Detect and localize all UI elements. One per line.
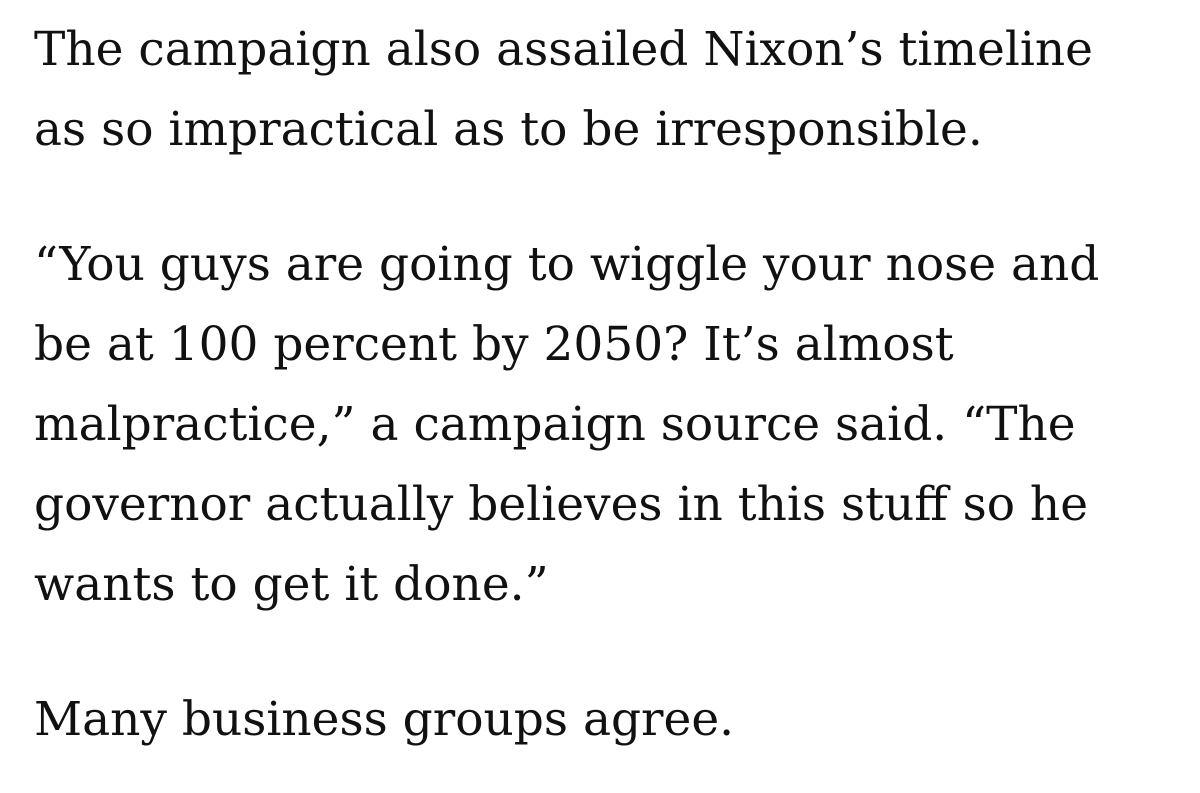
paragraph-line: as so impractical as to be irresponsible… [34, 102, 983, 157]
paragraph-line: be at 100 percent by 2050? It’s almost [34, 317, 954, 372]
paragraph-1: The campaign also assailed Nixon’s timel… [34, 10, 1093, 170]
paragraph-line: governor actually believes in this stuff… [34, 477, 1089, 532]
paragraph-line: “You guys are going to wiggle your nose … [34, 237, 1100, 292]
paragraph-2-quote: “You guys are going to wiggle your nose … [34, 225, 1099, 625]
paragraph-line: malpractice,” a campaign source said. “T… [34, 397, 1076, 452]
paragraph-3: Many business groups agree. [34, 680, 734, 760]
paragraph-line: Many business groups agree. [34, 692, 735, 747]
paragraph-line: The campaign also assailed Nixon’s timel… [34, 22, 1093, 77]
paragraph-line: wants to get it done.” [34, 557, 549, 612]
